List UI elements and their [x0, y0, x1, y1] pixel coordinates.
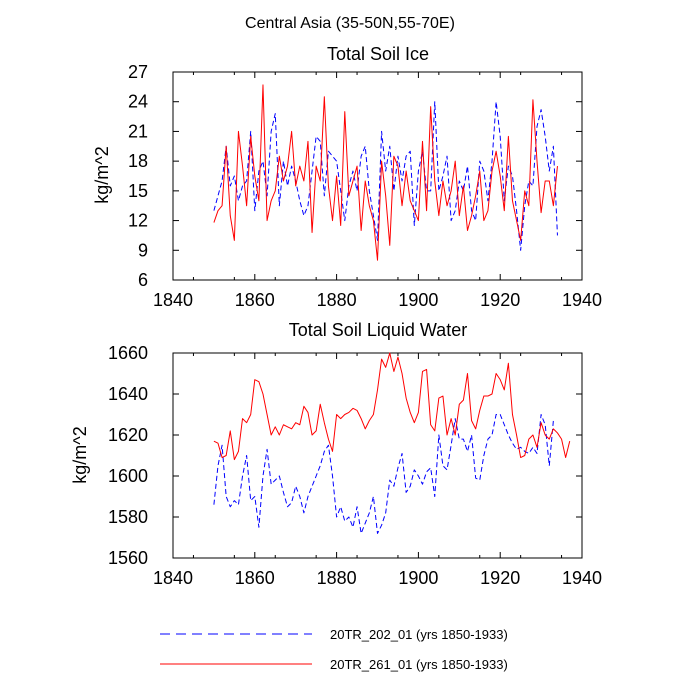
- series-line-solid: [213, 352, 571, 461]
- y-tick-label: 1660: [108, 343, 148, 363]
- y-tick-label: 1640: [108, 384, 148, 404]
- y-tick-label: 24: [128, 92, 148, 112]
- x-tick-label: 1860: [235, 568, 275, 588]
- legend-label: 20TR_202_01 (yrs 1850-1933): [330, 627, 508, 642]
- x-tick-label: 1940: [562, 568, 602, 588]
- panel-total-soil-ice: Total Soil Ice kg/m^2 1840 1860 1880 1900 19…: [92, 44, 602, 310]
- y-tick-label: 1620: [108, 425, 148, 445]
- x-tick-label: 1920: [480, 568, 520, 588]
- x-tick-label: 1880: [317, 290, 357, 310]
- y-tick-label: 21: [128, 121, 148, 141]
- plot-frame: [172, 71, 583, 281]
- x-tick-label: 1840: [153, 290, 193, 310]
- y-tick-label: 12: [128, 211, 148, 231]
- y-axis-label: kg/m^2: [70, 426, 90, 483]
- x-tick-label: 1840: [153, 568, 193, 588]
- panel-title: Total Soil Liquid Water: [289, 320, 467, 340]
- x-tick-label: 1900: [398, 290, 438, 310]
- x-tick-label: 1940: [562, 290, 602, 310]
- plot-frame: [172, 352, 583, 559]
- figure-title: Central Asia (35-50N,55-70E): [245, 15, 455, 32]
- y-tick-label: 6: [138, 270, 148, 290]
- series-line-dashed: [213, 414, 554, 534]
- y-tick-label: 27: [128, 62, 148, 82]
- y-tick-label: 1600: [108, 466, 148, 486]
- y-tick-label: 15: [128, 181, 148, 201]
- legend: 20TR_202_01 (yrs 1850-1933) 20TR_261_01 …: [160, 627, 508, 672]
- legend-label: 20TR_261_01 (yrs 1850-1933): [330, 657, 508, 672]
- x-tick-label: 1880: [317, 568, 357, 588]
- y-tick-label: 1560: [108, 548, 148, 568]
- series-line-solid: [213, 84, 558, 261]
- x-tick-label: 1860: [235, 290, 275, 310]
- y-tick-label: 18: [128, 151, 148, 171]
- series-line-dashed: [213, 101, 558, 251]
- x-tick-label: 1900: [398, 568, 438, 588]
- y-tick-label: 9: [138, 240, 148, 260]
- y-axis-label: kg/m^2: [92, 146, 112, 203]
- y-tick-label: 1580: [108, 507, 148, 527]
- x-tick-label: 1920: [480, 290, 520, 310]
- panel-total-soil-liquid-water: Total Soil Liquid Water kg/m^2 1840 1860 1…: [70, 320, 602, 588]
- panel-title: Total Soil Ice: [327, 44, 429, 64]
